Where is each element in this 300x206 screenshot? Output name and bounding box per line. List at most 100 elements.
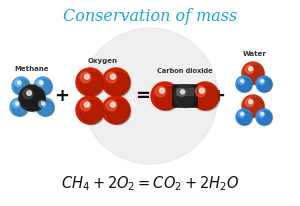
Circle shape xyxy=(236,76,252,92)
Text: Oxygen: Oxygen xyxy=(88,58,118,64)
Circle shape xyxy=(110,74,116,79)
Text: Conservation of mass: Conservation of mass xyxy=(63,8,237,25)
Circle shape xyxy=(181,90,184,94)
Circle shape xyxy=(76,68,104,96)
Circle shape xyxy=(249,100,253,104)
Circle shape xyxy=(200,88,204,93)
Circle shape xyxy=(256,76,272,92)
Circle shape xyxy=(15,80,22,87)
Circle shape xyxy=(151,82,179,110)
Circle shape xyxy=(104,70,131,97)
Circle shape xyxy=(191,82,219,110)
Circle shape xyxy=(261,80,264,82)
Text: =: = xyxy=(136,87,151,105)
Circle shape xyxy=(238,78,252,92)
Circle shape xyxy=(245,98,254,107)
Circle shape xyxy=(80,100,104,124)
Circle shape xyxy=(15,80,30,95)
Circle shape xyxy=(177,88,196,107)
Circle shape xyxy=(80,100,91,111)
Circle shape xyxy=(258,78,272,92)
Circle shape xyxy=(159,88,164,93)
Circle shape xyxy=(237,77,253,92)
Circle shape xyxy=(15,102,19,105)
Circle shape xyxy=(37,80,44,87)
Circle shape xyxy=(13,101,28,116)
Circle shape xyxy=(258,111,272,125)
Circle shape xyxy=(238,111,252,125)
Circle shape xyxy=(84,102,89,107)
Circle shape xyxy=(35,78,52,96)
Circle shape xyxy=(11,99,28,117)
Circle shape xyxy=(256,109,272,125)
Circle shape xyxy=(257,77,273,92)
Circle shape xyxy=(238,111,244,117)
Circle shape xyxy=(78,98,105,125)
Circle shape xyxy=(13,101,20,108)
Circle shape xyxy=(106,72,130,96)
Circle shape xyxy=(245,65,264,84)
FancyBboxPatch shape xyxy=(172,84,197,108)
Circle shape xyxy=(14,78,31,96)
Circle shape xyxy=(10,98,28,116)
Circle shape xyxy=(39,81,43,84)
Circle shape xyxy=(257,110,273,126)
Circle shape xyxy=(195,86,206,97)
Text: +: + xyxy=(211,87,226,105)
Circle shape xyxy=(241,80,244,82)
Circle shape xyxy=(76,96,104,124)
Circle shape xyxy=(17,81,21,84)
Circle shape xyxy=(258,78,265,84)
Circle shape xyxy=(102,96,130,124)
FancyBboxPatch shape xyxy=(176,88,194,96)
Circle shape xyxy=(34,77,52,95)
Text: Carbon dioxide: Carbon dioxide xyxy=(157,68,213,74)
Circle shape xyxy=(261,112,264,115)
Circle shape xyxy=(242,95,264,117)
Circle shape xyxy=(176,87,197,108)
Circle shape xyxy=(106,100,117,111)
Circle shape xyxy=(245,98,264,117)
Circle shape xyxy=(195,86,219,110)
Circle shape xyxy=(155,86,179,110)
Circle shape xyxy=(106,100,130,124)
Text: +: + xyxy=(55,87,70,105)
Circle shape xyxy=(12,77,30,95)
Circle shape xyxy=(249,67,253,71)
Circle shape xyxy=(236,109,252,125)
Circle shape xyxy=(245,65,254,74)
Text: Methane: Methane xyxy=(15,66,49,72)
Circle shape xyxy=(80,72,104,96)
Circle shape xyxy=(237,110,253,126)
Circle shape xyxy=(244,97,265,118)
Circle shape xyxy=(153,84,180,111)
Circle shape xyxy=(23,89,33,99)
Circle shape xyxy=(241,112,244,115)
Circle shape xyxy=(110,102,116,107)
Circle shape xyxy=(104,98,131,125)
Text: $\mathit{CH_4 + 2O_2 = CO_2 + 2H_2O}$: $\mathit{CH_4 + 2O_2 = CO_2 + 2H_2O}$ xyxy=(61,175,239,193)
Circle shape xyxy=(194,84,220,111)
Circle shape xyxy=(39,101,54,116)
Circle shape xyxy=(242,62,264,84)
Circle shape xyxy=(155,86,166,97)
Circle shape xyxy=(19,85,45,111)
Circle shape xyxy=(258,111,265,117)
Circle shape xyxy=(80,72,91,83)
Circle shape xyxy=(39,101,46,108)
Circle shape xyxy=(41,102,45,105)
Circle shape xyxy=(36,98,54,116)
Circle shape xyxy=(106,72,117,83)
Circle shape xyxy=(238,78,244,84)
Text: Water: Water xyxy=(243,51,267,57)
Circle shape xyxy=(21,87,46,112)
Circle shape xyxy=(37,80,52,95)
Circle shape xyxy=(82,28,218,164)
Circle shape xyxy=(244,64,265,85)
Circle shape xyxy=(27,91,32,95)
Circle shape xyxy=(177,88,186,97)
Circle shape xyxy=(38,99,55,117)
Circle shape xyxy=(174,85,196,107)
Circle shape xyxy=(78,70,105,97)
Circle shape xyxy=(84,74,89,79)
